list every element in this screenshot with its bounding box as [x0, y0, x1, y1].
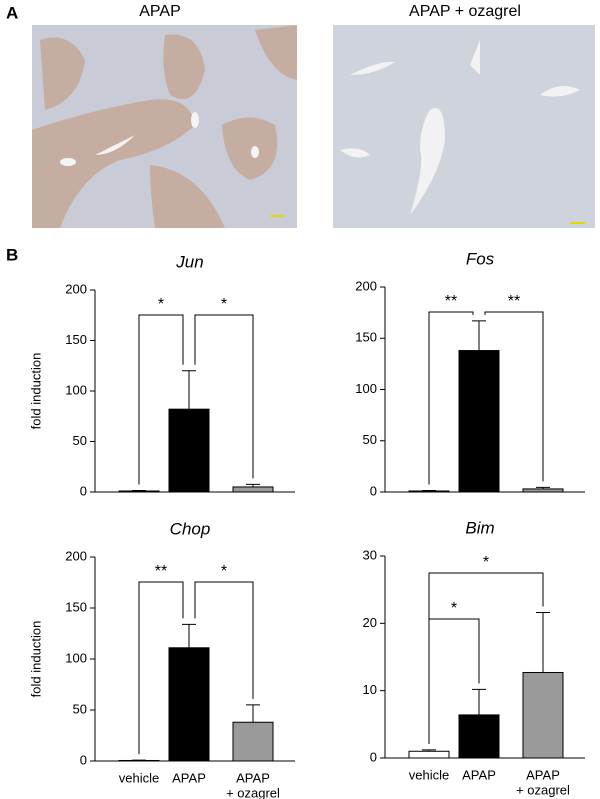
y-tick-label: 200	[65, 281, 87, 296]
y-tick-label: 20	[363, 615, 377, 630]
y-axis-label: fold induction	[28, 621, 43, 698]
bar	[458, 714, 500, 759]
bar	[408, 490, 450, 493]
x-tick-label: + ozagrel	[516, 782, 570, 797]
bar-chart: Chop fold induction 0 50 100 150 200 vehicle APA…	[28, 519, 295, 799]
y-tick-label: 200	[65, 548, 87, 563]
bar	[118, 490, 160, 493]
significance-label: *	[451, 600, 457, 617]
significance-label: *	[483, 554, 489, 571]
significance-bracket	[484, 311, 544, 482]
error-bar	[422, 749, 436, 752]
y-tick-label: 0	[80, 752, 87, 767]
bar	[522, 671, 564, 759]
chart-title: Bim	[465, 518, 494, 537]
error-bar	[182, 623, 196, 648]
chart-title: Jun	[175, 252, 203, 271]
error-bar	[422, 489, 436, 491]
bar-chart: Fos 0 50 100 150 200 ** **	[355, 249, 585, 498]
significance-bracket	[138, 314, 184, 485]
significance-label: **	[445, 293, 457, 310]
y-tick-label: 30	[363, 547, 377, 562]
x-tick-label: vehicle	[409, 767, 449, 782]
bar	[232, 721, 274, 762]
bar	[168, 408, 210, 493]
error-bar	[472, 688, 486, 715]
bar	[408, 750, 450, 759]
significance-label: *	[221, 296, 227, 313]
significance-bracket	[194, 581, 254, 699]
error-bar	[132, 489, 146, 491]
significance-bracket	[194, 314, 254, 479]
bar	[232, 486, 274, 493]
y-tick-label: 100	[355, 381, 377, 396]
chart-title: Chop	[170, 519, 211, 538]
significance-bracket	[138, 581, 184, 755]
y-tick-label: 200	[355, 278, 377, 293]
error-bar	[246, 483, 260, 487]
x-tick-label: APAP	[172, 770, 206, 785]
error-bar	[536, 486, 550, 489]
bar	[458, 350, 500, 493]
bar	[522, 488, 564, 493]
significance-bracket	[428, 618, 480, 744]
y-tick-label: 150	[65, 599, 87, 614]
error-bar	[246, 704, 260, 723]
micrograph	[333, 25, 595, 228]
image-caption: APAP + ozagrel	[409, 3, 521, 20]
y-tick-label: 100	[65, 650, 87, 665]
significance-label: **	[155, 563, 167, 580]
x-tick-label: + ozagrel	[226, 785, 280, 799]
chart-title: Fos	[466, 249, 495, 268]
y-tick-label: 0	[370, 483, 377, 498]
y-tick-label: 0	[80, 483, 87, 498]
bar	[168, 647, 210, 762]
y-tick-label: 150	[65, 332, 87, 347]
image-caption: APAP	[139, 3, 181, 20]
x-tick-label: vehicle	[119, 770, 159, 785]
significance-label: *	[158, 296, 164, 313]
x-tick-label: APAP	[462, 767, 496, 782]
panel-label: A	[6, 3, 18, 22]
panel-label: B	[6, 245, 18, 264]
y-tick-label: 150	[355, 330, 377, 345]
significance-label: **	[508, 293, 520, 310]
y-tick-label: 50	[363, 432, 377, 447]
significance-label: *	[221, 563, 227, 580]
bar-chart: Jun fold induction 0 50 100 150 200 * *	[28, 252, 295, 498]
y-tick-label: 100	[65, 382, 87, 397]
y-tick-label: 10	[363, 682, 377, 697]
error-bar	[536, 612, 550, 673]
error-bar	[182, 370, 196, 410]
error-bar	[472, 320, 486, 351]
y-tick-label: 50	[73, 433, 87, 448]
y-tick-label: 50	[73, 701, 87, 716]
x-tick-label: APAP	[526, 767, 560, 782]
y-axis-label: fold induction	[28, 353, 43, 430]
y-tick-label: 0	[370, 749, 377, 764]
x-tick-label: APAP	[236, 770, 270, 785]
significance-bracket	[428, 311, 474, 485]
micrograph	[32, 25, 297, 229]
